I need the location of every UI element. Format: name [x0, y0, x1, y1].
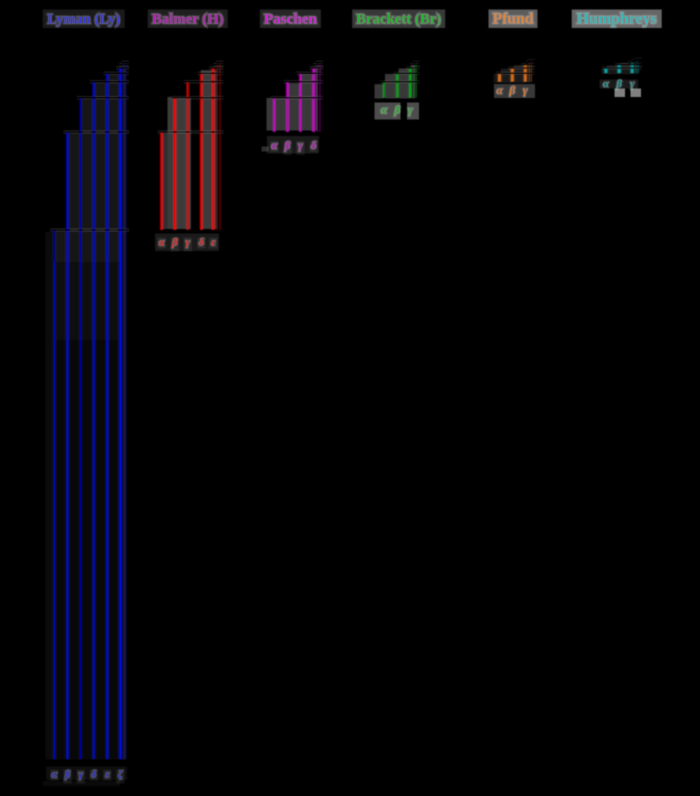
svg-text:γ: γ [79, 770, 84, 781]
svg-text:α: α [381, 103, 388, 117]
svg-text:α: α [159, 237, 166, 249]
svg-text:α: α [52, 770, 58, 781]
svg-text:γ: γ [79, 770, 84, 781]
svg-text:α: α [271, 140, 278, 152]
svg-text:γ: γ [408, 103, 413, 117]
svg-text:γ: γ [523, 85, 528, 97]
svg-text:ε: ε [211, 237, 216, 249]
svg-text:β: β [171, 237, 178, 249]
svg-text:δ: δ [199, 237, 205, 249]
svg-text:ζ: ζ [118, 770, 123, 781]
svg-text:Brackett (Br): Brackett (Br) [356, 11, 441, 27]
svg-text:δ: δ [199, 237, 205, 249]
svg-text:Lyman (Ly): Lyman (Ly) [47, 11, 120, 27]
svg-text:β: β [508, 85, 515, 97]
svg-text:Brackett (Br): Brackett (Br) [356, 11, 441, 27]
svg-text:β: β [393, 103, 401, 117]
svg-text:β: β [64, 770, 71, 781]
svg-text:α: α [603, 78, 610, 90]
svg-text:α: α [496, 85, 503, 97]
svg-text:α: α [381, 103, 388, 117]
svg-text:β: β [615, 78, 622, 90]
svg-text:Paschen: Paschen [264, 10, 318, 27]
svg-text:δ: δ [311, 140, 317, 152]
svg-text:Humphreys: Humphreys [577, 10, 657, 27]
svg-text:ε: ε [211, 237, 216, 249]
svg-text:α: α [496, 85, 503, 97]
svg-text:Humphreys: Humphreys [577, 10, 657, 27]
svg-text:α: α [271, 140, 278, 152]
svg-text:β: β [615, 78, 622, 90]
svg-text:β: β [393, 103, 401, 117]
svg-text:Pfund: Pfund [493, 10, 534, 27]
svg-text:δ: δ [91, 770, 96, 781]
svg-text:γ: γ [185, 237, 190, 249]
svg-text:Balmer (H): Balmer (H) [152, 11, 224, 27]
svg-text:γ: γ [298, 140, 303, 152]
svg-text:γ: γ [523, 85, 528, 97]
svg-text:ε: ε [105, 770, 110, 781]
svg-text:α: α [52, 770, 58, 781]
svg-text:δ: δ [311, 140, 317, 152]
svg-text:Balmer (H): Balmer (H) [152, 11, 224, 27]
svg-text:α: α [159, 237, 166, 249]
svg-text:ε: ε [105, 770, 110, 781]
svg-text:Pfund: Pfund [493, 10, 534, 27]
svg-text:β: β [171, 237, 178, 249]
svg-text:γ: γ [185, 237, 190, 249]
svg-text:Paschen: Paschen [264, 10, 318, 27]
svg-text:γ: γ [408, 103, 413, 117]
svg-text:β: β [284, 140, 291, 152]
svg-text:β: β [508, 85, 515, 97]
svg-text:Lyman (Ly): Lyman (Ly) [47, 11, 120, 27]
svg-text:γ: γ [630, 78, 635, 90]
svg-text:γ: γ [298, 140, 303, 152]
svg-text:γ: γ [630, 78, 635, 90]
svg-text:β: β [284, 140, 291, 152]
svg-text:α: α [603, 78, 610, 90]
svg-text:ζ: ζ [118, 770, 123, 781]
svg-text:β: β [64, 770, 71, 781]
svg-text:δ: δ [91, 770, 96, 781]
